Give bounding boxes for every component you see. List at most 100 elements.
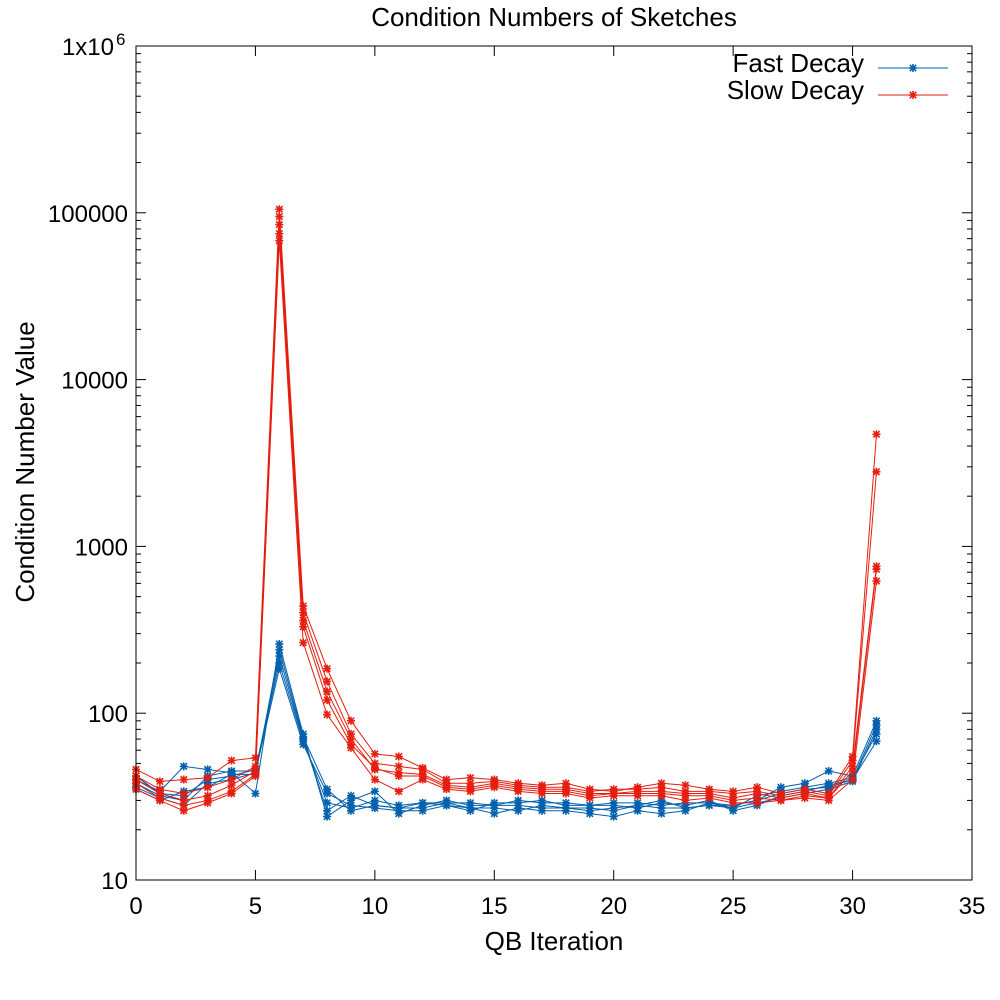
data-point — [800, 794, 809, 803]
data-point — [490, 783, 499, 792]
data-point — [275, 645, 284, 654]
data-point — [179, 775, 188, 784]
data-point — [346, 716, 355, 725]
data-point — [370, 801, 379, 810]
data-point — [394, 772, 403, 781]
data-point — [179, 762, 188, 771]
legend-label: Slow Decay — [727, 75, 864, 105]
data-point — [609, 812, 618, 821]
data-point — [394, 787, 403, 796]
plot-border — [135, 45, 973, 881]
y-tick-label: 100000 — [48, 201, 128, 228]
y-tick-label: 10000 — [61, 368, 128, 395]
data-point — [227, 756, 236, 765]
data-point — [514, 787, 523, 796]
data-point — [370, 749, 379, 758]
data-point — [538, 798, 547, 807]
data-point — [346, 743, 355, 752]
data-point — [275, 205, 284, 214]
data-point — [657, 791, 666, 800]
data-point — [323, 806, 332, 815]
data-point — [872, 577, 881, 586]
chart-title: Condition Numbers of Sketches — [371, 2, 737, 32]
data-point — [490, 801, 499, 810]
y-tick-label: 100 — [88, 701, 128, 728]
x-tick-label: 15 — [481, 893, 508, 920]
data-point — [251, 772, 260, 781]
data-point — [753, 798, 762, 807]
data-point — [466, 798, 475, 807]
data-point — [227, 789, 236, 798]
legend-marker — [909, 91, 917, 99]
series-slow-decay-9 — [132, 236, 881, 815]
x-tick-label: 10 — [362, 893, 389, 920]
data-point — [418, 798, 427, 807]
legend-item-fast-decay: Fast Decay — [733, 48, 948, 78]
data-point — [323, 695, 332, 704]
x-axis-title: QB Iteration — [485, 926, 624, 956]
data-point — [323, 664, 332, 673]
y-tick-label: 1x10 — [62, 34, 114, 61]
data-point — [609, 798, 618, 807]
data-point — [776, 796, 785, 805]
data-point — [418, 775, 427, 784]
data-point — [633, 798, 642, 807]
data-point — [203, 773, 212, 782]
data-point — [872, 430, 881, 439]
data-point — [323, 785, 332, 794]
data-point — [155, 777, 164, 786]
data-point — [346, 791, 355, 800]
data-point — [323, 710, 332, 719]
data-point — [824, 767, 833, 776]
data-point — [179, 789, 188, 798]
data-point — [561, 798, 570, 807]
data-point — [848, 775, 857, 784]
data-point — [514, 806, 523, 815]
data-point — [490, 809, 499, 818]
data-point — [609, 791, 618, 800]
y-axis-title: Condition Number Value — [10, 321, 40, 602]
data-point — [872, 737, 881, 746]
data-point — [155, 796, 164, 805]
data-point — [179, 806, 188, 815]
data-point — [848, 767, 857, 776]
x-tick-label: 25 — [720, 893, 747, 920]
data-point — [275, 664, 284, 673]
data-point — [538, 789, 547, 798]
data-point — [442, 785, 451, 794]
data-point — [872, 720, 881, 729]
data-point — [657, 801, 666, 810]
data-point — [299, 638, 308, 647]
data-point — [681, 796, 690, 805]
data-point — [585, 794, 594, 803]
data-point — [872, 467, 881, 476]
x-tick-label: 20 — [600, 893, 627, 920]
legend-label: Fast Decay — [733, 48, 865, 78]
data-point — [299, 622, 308, 631]
legend-item-slow-decay: Slow Decay — [727, 75, 948, 105]
legend-marker — [909, 64, 917, 72]
data-point — [705, 794, 714, 803]
data-point — [275, 212, 284, 221]
data-point — [633, 791, 642, 800]
data-point — [418, 806, 427, 815]
data-point — [872, 565, 881, 574]
data-point — [227, 775, 236, 784]
tick-labels: 0 5 10 15 20 25 30 35 10 100 1000 10000 100000 1x10 6 — [48, 30, 985, 920]
y-tick-label: 10 — [101, 868, 128, 895]
data-point — [824, 796, 833, 805]
x-tick-label: 30 — [839, 893, 866, 920]
data-point — [275, 229, 284, 238]
data-point — [275, 220, 284, 229]
y-tick-exponent: 6 — [116, 30, 125, 49]
data-point — [370, 775, 379, 784]
data-point — [370, 787, 379, 796]
series-layer — [132, 205, 881, 821]
data-point — [370, 763, 379, 772]
x-tick-label: 35 — [959, 893, 986, 920]
data-point — [394, 804, 403, 813]
axis-ticks — [135, 45, 973, 881]
